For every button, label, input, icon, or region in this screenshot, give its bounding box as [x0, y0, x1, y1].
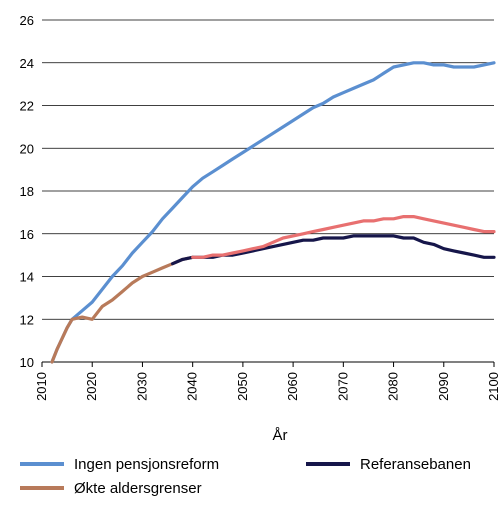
legend-item-okte-aldersgrenser: Økte aldersgrenser — [20, 480, 202, 497]
x-tick-label: 2070 — [335, 372, 350, 401]
x-tick-label: 2050 — [235, 372, 250, 401]
legend-label-referansebanen: Referansebanen — [360, 456, 471, 473]
y-tick-label: 20 — [20, 141, 34, 156]
y-tick-label: 26 — [20, 13, 34, 28]
x-axis-title: År — [273, 427, 288, 444]
series-line-2 — [50, 255, 195, 364]
legend-item-ingen-pensjonsreform: Ingen pensjonsreform — [20, 456, 219, 473]
legend-label-okte-aldersgrenser: Økte aldersgrenser — [74, 480, 202, 497]
y-tick-label: 24 — [20, 56, 34, 71]
x-tick-label: 2090 — [436, 372, 451, 401]
y-tick-label: 16 — [20, 227, 34, 242]
y-axis-ticks: 10 12 14 16 18 20 22 24 26 — [20, 13, 34, 370]
x-tick-label: 2040 — [185, 372, 200, 401]
x-tick-label: 2080 — [386, 372, 401, 401]
gridlines — [42, 19, 494, 320]
y-tick-label: 10 — [20, 355, 34, 370]
x-tick-label: 2060 — [285, 372, 300, 401]
y-tick-label: 18 — [20, 184, 34, 199]
legend: Ingen pensjonsreform Referansebanen Økte… — [20, 456, 471, 497]
y-tick-label: 14 — [20, 270, 34, 285]
y-tick-label: 22 — [20, 99, 34, 114]
x-tick-label: 2100 — [486, 372, 500, 401]
y-tick-label: 12 — [20, 312, 34, 327]
x-axis-ticks: 2010 2020 2030 2040 2050 2060 2070 2080 2090 2100 — [34, 362, 500, 401]
series-layer — [50, 61, 496, 364]
x-tick-label: 2010 — [34, 372, 49, 401]
x-tick-label: 2030 — [134, 372, 149, 401]
legend-item-referansebanen: Referansebanen — [306, 456, 471, 473]
x-tick-label: 2020 — [84, 372, 99, 401]
series-line-3 — [171, 234, 496, 266]
series-line-4 — [191, 215, 496, 259]
series-line-1 — [50, 61, 496, 364]
legend-label-ingen-pensjonsreform: Ingen pensjonsreform — [74, 456, 219, 473]
